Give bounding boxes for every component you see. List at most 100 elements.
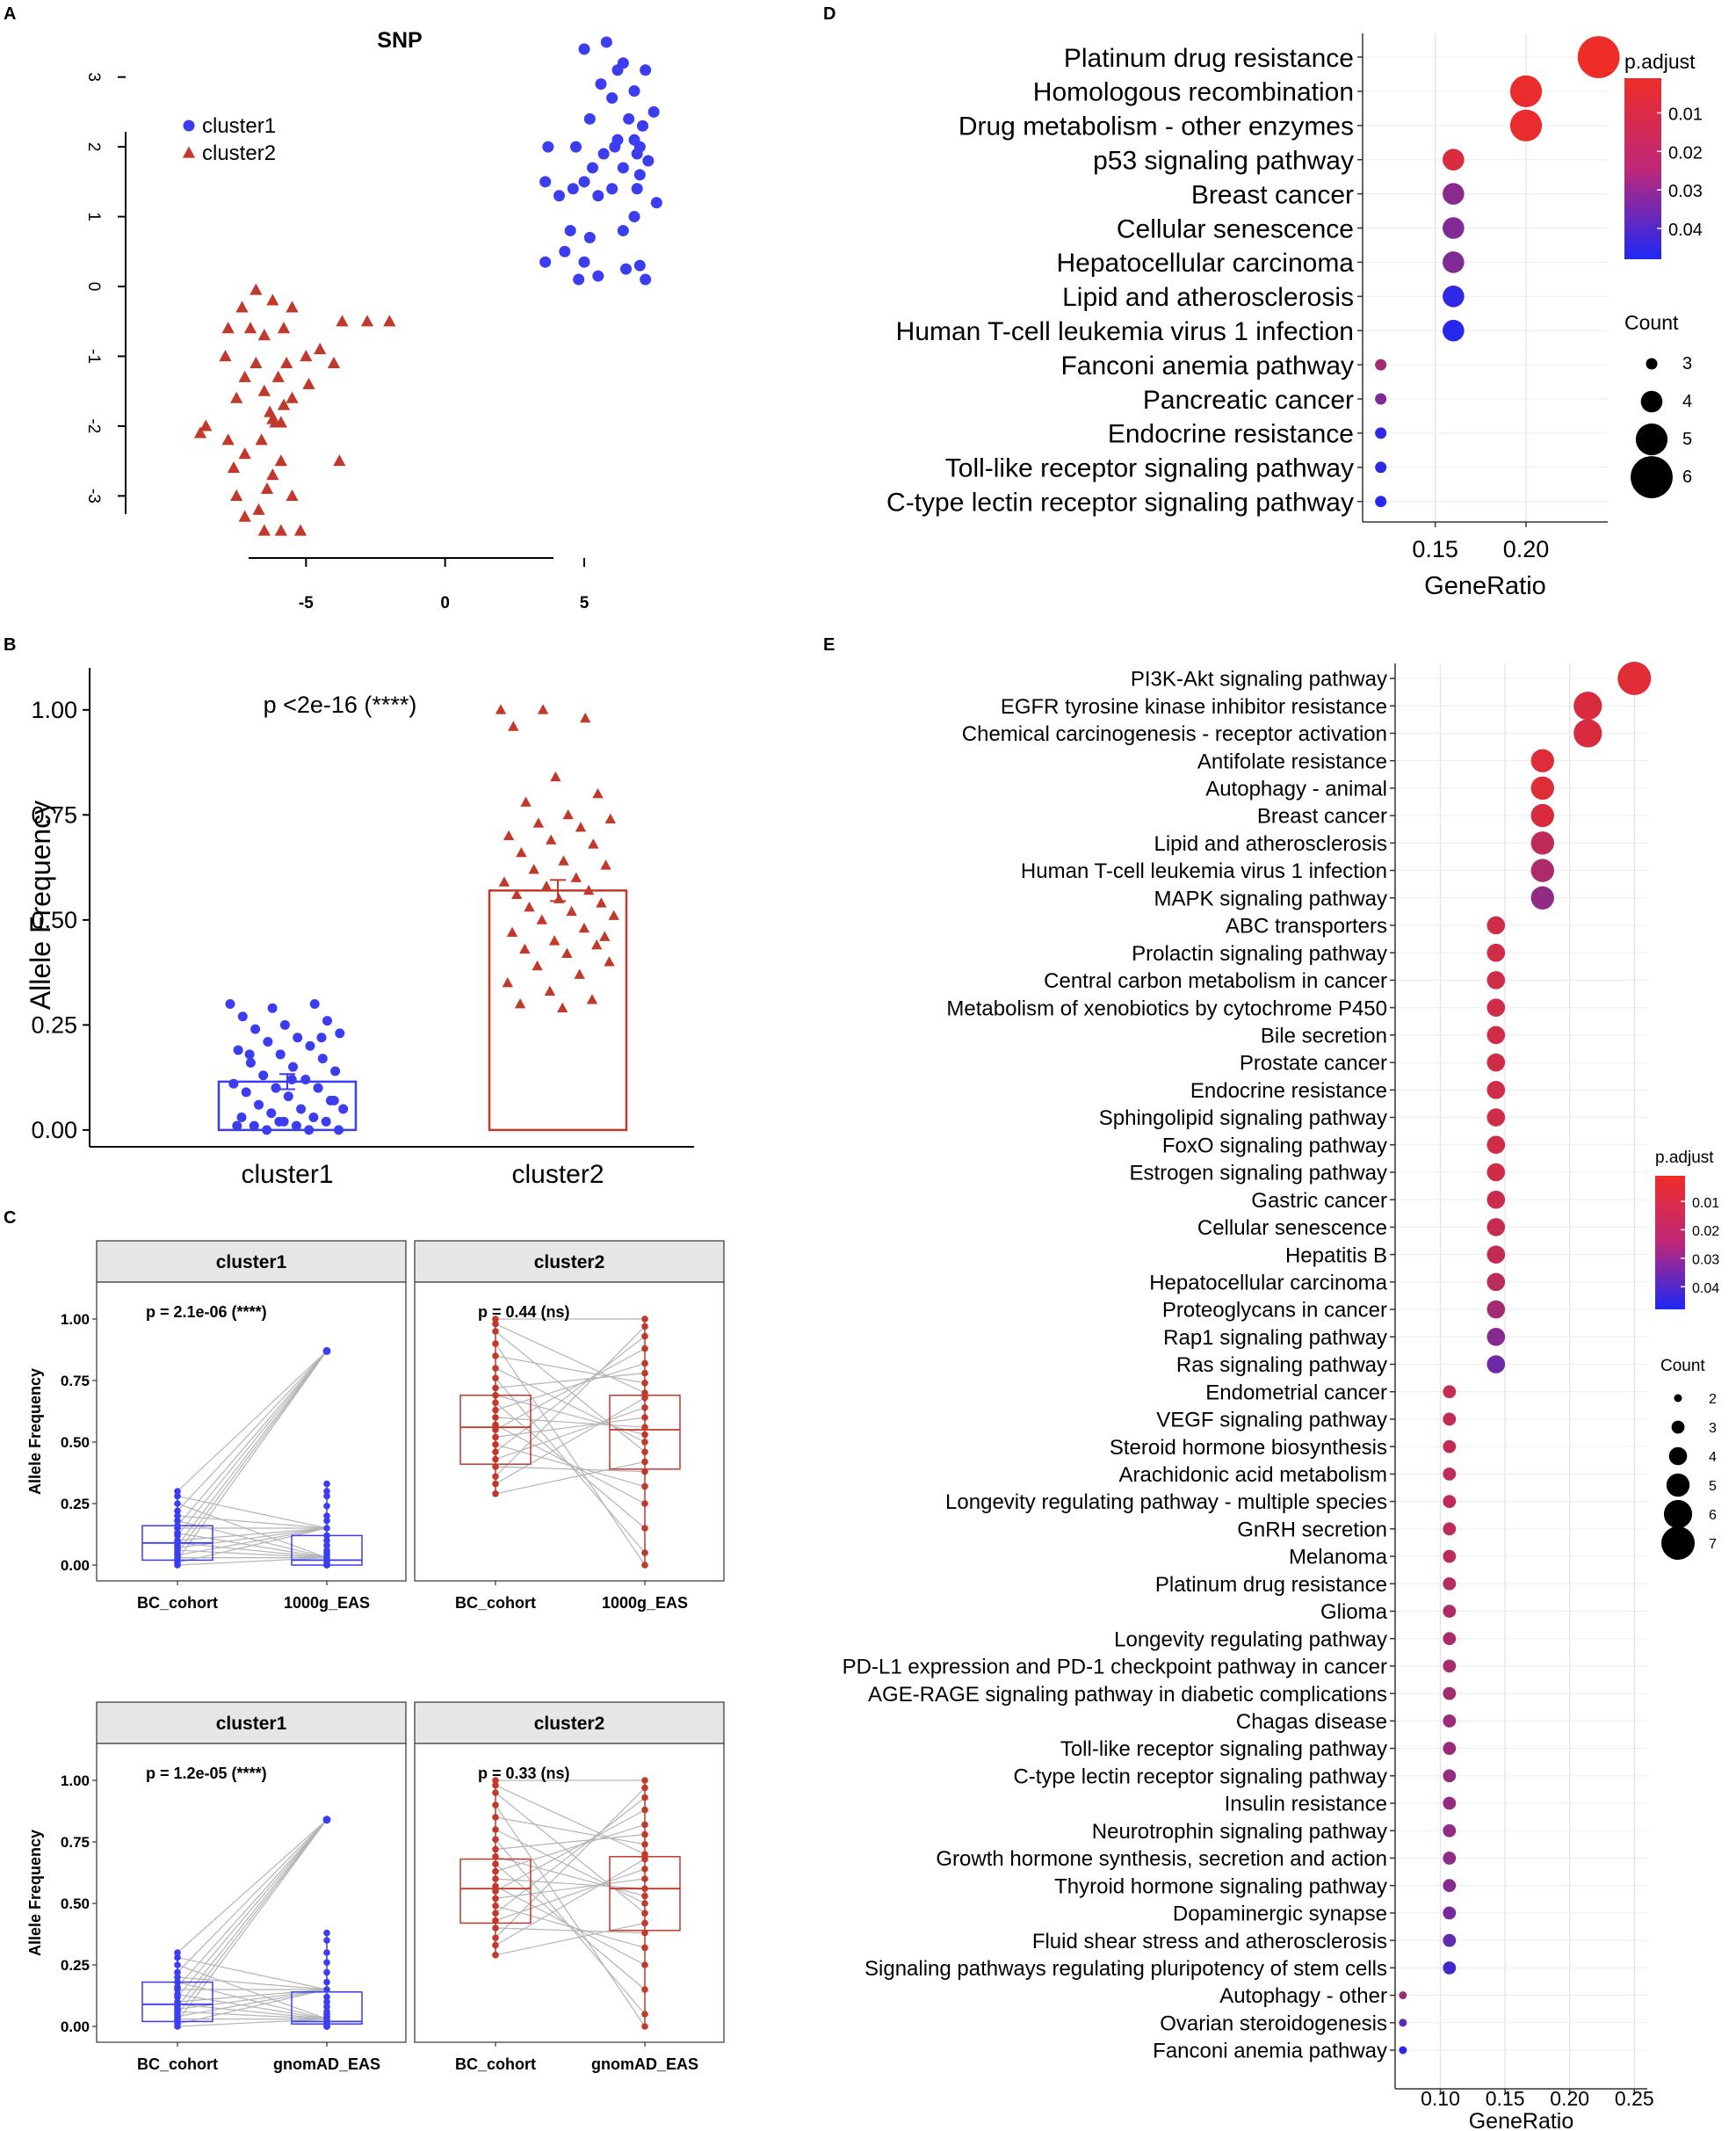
jitter-point-cluster1 [271, 1083, 281, 1093]
point-cluster2 [360, 315, 374, 327]
point-cluster1 [578, 256, 590, 268]
jitter-point-cluster2 [502, 977, 513, 988]
dot-prolactin-signaling-pathway [1486, 943, 1506, 962]
point-cluster2 [286, 301, 299, 313]
point-cluster2 [250, 283, 263, 295]
dot-pd-l1-expression-and-pd-1-checkpoint-pathway-in-cancer [1443, 1659, 1457, 1673]
paired-line [495, 1417, 646, 1438]
color-bar [1624, 78, 1661, 259]
y-tick-label-b: 0.75 [31, 801, 77, 828]
category-label-melanoma: Melanoma [1289, 1546, 1388, 1569]
facet-plot-area [96, 1743, 407, 2043]
y-tick-label-c: 0.50 [61, 1434, 90, 1451]
box-point [641, 1821, 648, 1829]
paired-line [495, 1336, 646, 1453]
point-cluster1 [620, 263, 632, 275]
dot-drug-metabolism-other-enzymes [1509, 109, 1543, 141]
jitter-point-cluster1 [288, 1062, 298, 1072]
outlier-point [322, 1346, 331, 1355]
paired-line [495, 1397, 646, 1485]
box-point [641, 1439, 648, 1446]
paired-line [177, 1351, 328, 1546]
x-tick-label-c: BC_cohort [137, 1594, 218, 1612]
x-tick-label: 0.15 [1412, 536, 1458, 562]
point-cluster2 [293, 524, 307, 536]
y-axis-label-c: Allele Frequency [26, 1830, 44, 1956]
dot-antifolate-resistance [1530, 749, 1554, 772]
point-cluster2 [383, 315, 396, 327]
point-cluster2 [238, 370, 251, 382]
point-cluster2 [257, 524, 271, 536]
jitter-point-cluster2 [586, 994, 598, 1004]
point-cluster2 [277, 398, 291, 410]
paired-line [177, 1549, 328, 1559]
jitter-point-cluster1 [236, 1113, 247, 1123]
point-cluster2 [252, 503, 265, 515]
box-point [641, 1986, 648, 1993]
jitter-point-cluster2 [532, 960, 543, 971]
point-cluster1 [617, 162, 629, 174]
category-label-growth-hormone-synthesis-secretion-and-action: Growth hormone synthesis, secretion and … [936, 1847, 1387, 1871]
jitter-point-cluster2 [536, 914, 547, 924]
jitter-point-cluster1 [321, 1116, 331, 1127]
jitter-point-cluster1 [279, 1019, 290, 1030]
category-label-endocrine-resistance: Endocrine resistance [1190, 1079, 1387, 1103]
dot-fanconi-anemia-pathway [1399, 2046, 1407, 2055]
box-point [174, 1953, 181, 1961]
point-cluster1 [647, 105, 660, 118]
point-cluster1 [633, 259, 646, 272]
x-tick-label-a: 0 [440, 594, 450, 612]
box-point [323, 1986, 330, 1993]
jitter-point-cluster2 [599, 931, 611, 941]
color-bar-label: 0.03 [1692, 1252, 1719, 1267]
chart-a-title: SNP [377, 28, 422, 53]
point-cluster1 [587, 162, 598, 174]
panel-c-paired-boxplots: cluster1 0.00 0.25 0.50 0.75 1.00 Allele Frequ… [26, 1240, 725, 2073]
dot-mapk-signaling-pathway [1530, 886, 1554, 910]
box-point [492, 1441, 499, 1448]
box-point [492, 1392, 499, 1399]
paired-line [495, 1859, 646, 1946]
paired-line [177, 1520, 328, 1559]
dot-foxo-signaling-pathway [1486, 1135, 1506, 1155]
y-tick-label-a: -1 [84, 349, 103, 364]
jitter-point-cluster2 [561, 947, 573, 958]
box-point [492, 1421, 499, 1429]
box-point [323, 1541, 330, 1549]
facet-plot-area [414, 1743, 725, 2043]
x-tick-label-c: 1000g_EAS [284, 1594, 370, 1612]
category-label-signaling-pathways-regulating-pluripotency-of-stem-cells: Signaling pathways regulating pluripoten… [864, 1957, 1387, 1981]
dot-hepatocellular-carcinoma [1443, 251, 1465, 273]
facet-cluster2-1: cluster2 BC_cohort 1000g_EAS p = 0.44 (ns) [414, 1240, 725, 1612]
paired-line [177, 1351, 328, 1536]
box-point [323, 1562, 330, 1569]
box-point [641, 1841, 648, 1848]
jitter-point-cluster1 [334, 1125, 344, 1135]
point-cluster2 [255, 433, 268, 446]
box-point [174, 1507, 181, 1515]
jitter-point-cluster1 [245, 1057, 256, 1068]
y-axis-label-b: Allele Frequency [25, 801, 56, 1010]
size-legend-dot [1646, 358, 1658, 370]
category-label-drug-metabolism-other-enzymes: Drug metabolism - other enzymes [958, 112, 1354, 141]
dot-pancreatic-cancer [1375, 393, 1387, 405]
jitter-point-cluster2 [506, 926, 518, 938]
category-label-egfr-tyrosine-kinase-inhibitor-resistance: EGFR tyrosine kinase inhibitor resistanc… [1001, 695, 1387, 719]
size-legend-title: Count [1660, 1357, 1705, 1375]
jitter-point-cluster2 [520, 796, 532, 807]
point-cluster1 [642, 155, 655, 167]
category-label-chemical-carcinogenesis-receptor-activation: Chemical carcinogenesis - receptor activ… [962, 722, 1387, 746]
category-label-autophagy-animal: Autophagy - animal [1205, 778, 1387, 801]
box-point [323, 1517, 330, 1525]
jitter-point-cluster1 [316, 1033, 327, 1043]
dot-longevity-regulating-pathway [1443, 1632, 1457, 1646]
jitter-point-cluster1 [228, 1078, 239, 1089]
point-cluster2 [238, 447, 251, 460]
jitter-point-cluster2 [557, 1002, 568, 1013]
point-cluster2 [274, 524, 287, 536]
box-point [492, 1328, 499, 1335]
color-bar-label: 0.03 [1668, 182, 1703, 201]
category-label-breast-cancer: Breast cancer [1257, 805, 1387, 829]
point-cluster2 [260, 482, 274, 495]
